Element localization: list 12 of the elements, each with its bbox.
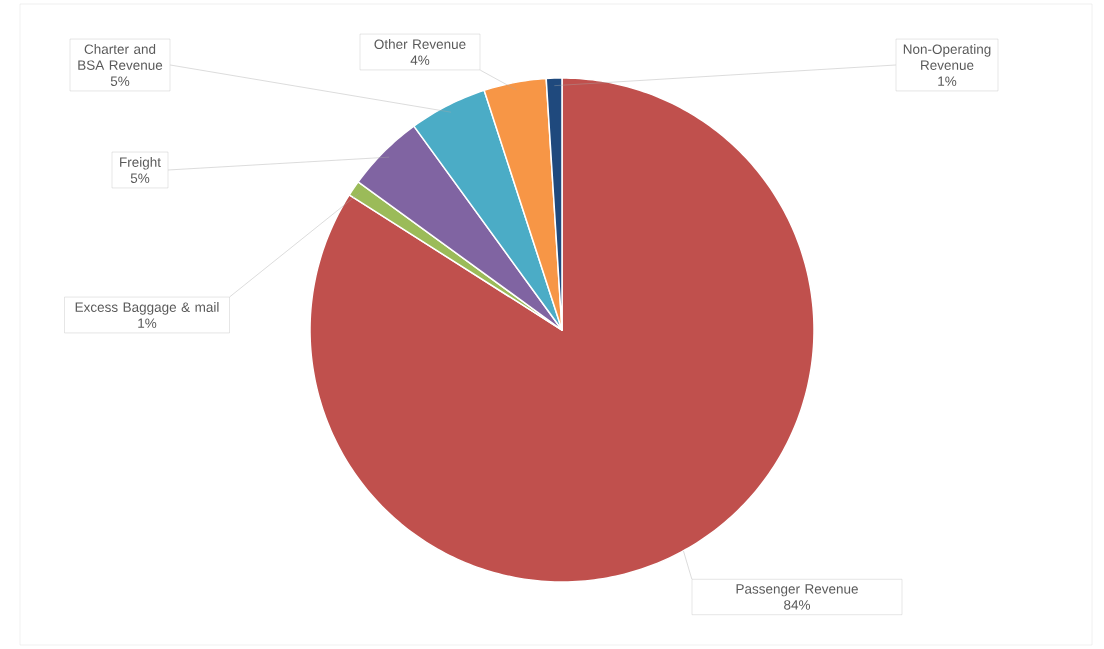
slice-label: Other Revenue [374,39,466,49]
data-label: 1% [938,76,957,86]
data-label: 4% [410,55,430,65]
data-label: 84% [784,600,811,610]
data-label: 5% [110,76,130,86]
slice-label: Excess Baggage & mail [75,302,219,315]
data-label: 5% [130,173,150,183]
data-label: 1% [138,318,157,328]
slice-label: Charter and BSA Revenue [78,44,163,70]
slice-label: Freight [120,157,161,170]
slice-label: Non-Operating Revenue [903,44,991,70]
slice-label: Passenger Revenue [736,584,858,597]
